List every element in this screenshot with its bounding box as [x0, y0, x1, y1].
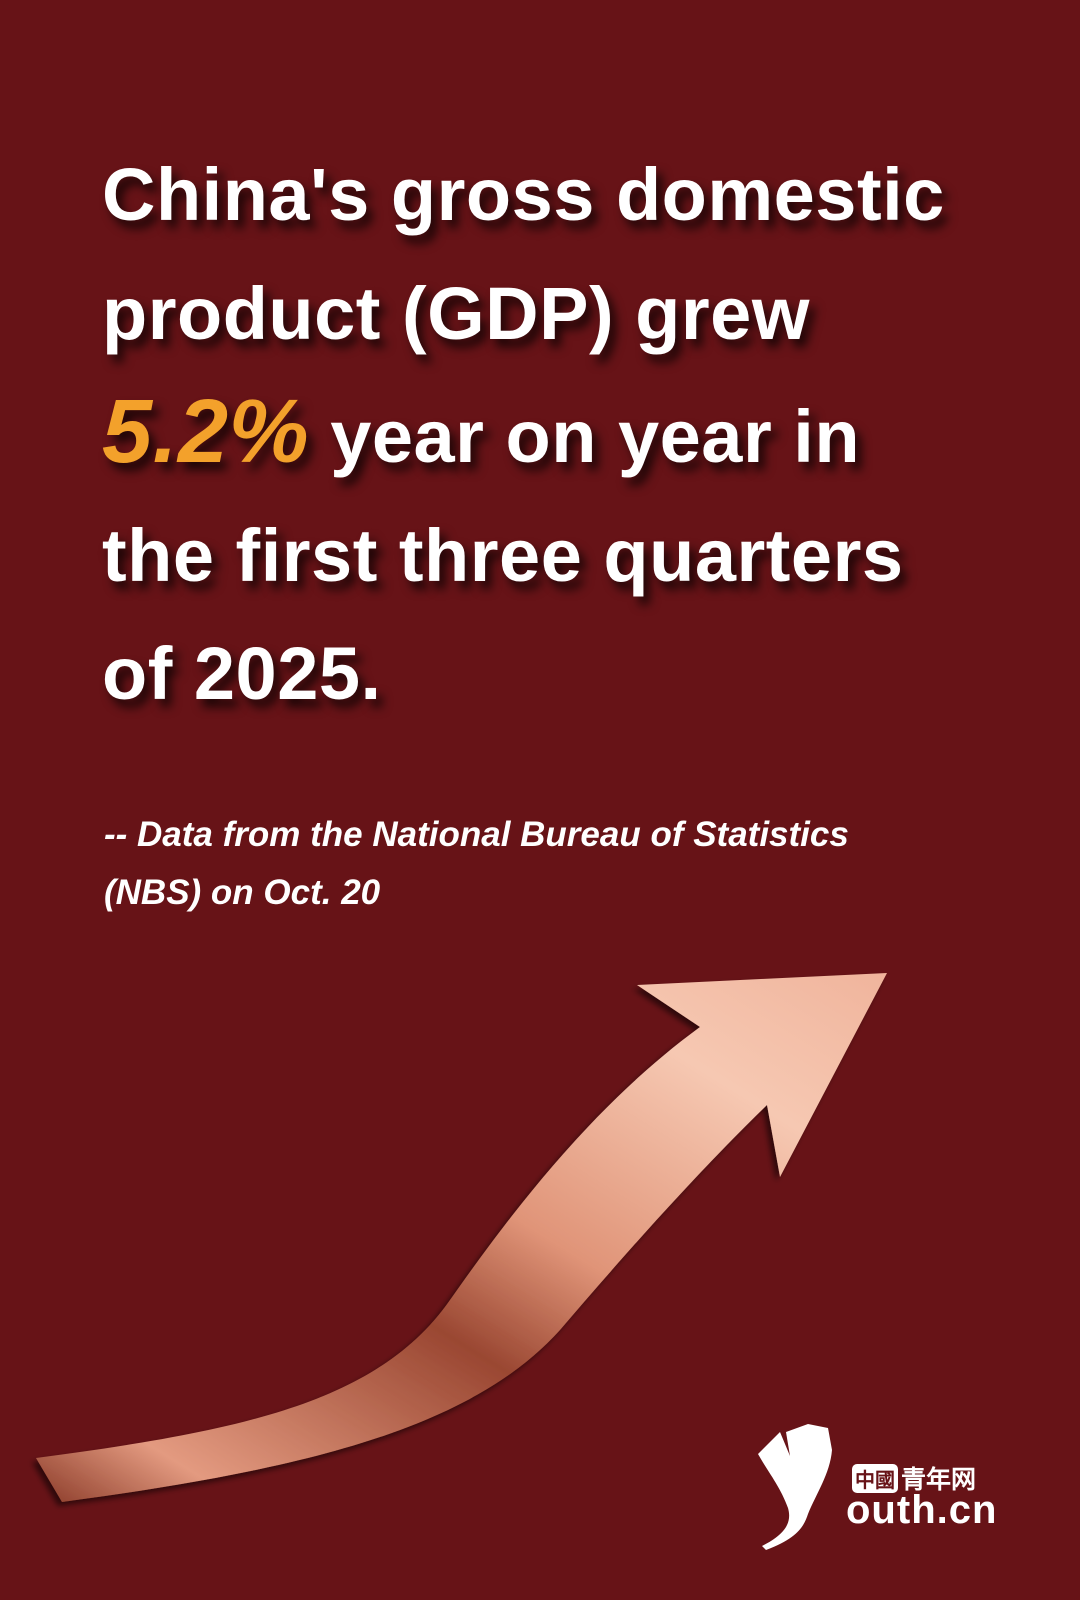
growth-rate-highlight: 5.2% [102, 382, 310, 482]
logo-cn-rest: 青年网 [901, 1466, 977, 1494]
source-line-2: (NBS) on Oct. 20 [104, 873, 381, 912]
headline-line-4: the first three quarters [102, 513, 904, 597]
source-attribution: -- Data from the National Bureau of Stat… [104, 806, 1064, 922]
logo-boxed-text: 中國 [852, 1463, 898, 1493]
logo-english-text: outh.cn [846, 1488, 998, 1532]
headline: China's gross domestic product (GDP) gre… [102, 136, 1062, 734]
arrow-shape [36, 973, 887, 1502]
source-line-1: -- Data from the National Bureau of Stat… [104, 815, 849, 854]
headline-line-5: of 2025. [102, 632, 382, 715]
headline-line-2: product (GDP) grew [102, 271, 810, 355]
youth-cn-logo: 中國 青年网 outh.cn [758, 1420, 996, 1560]
headline-line-3-rest: year on year in [309, 395, 861, 478]
rising-arrow-icon [36, 973, 887, 1502]
headline-line-3: 5.2% year on year in [102, 373, 1062, 497]
headline-line-1: China's gross domestic [102, 153, 945, 236]
ginkgo-leaf-icon [758, 1424, 832, 1550]
logo-chinese-text: 中國 青年网 [852, 1460, 976, 1496]
